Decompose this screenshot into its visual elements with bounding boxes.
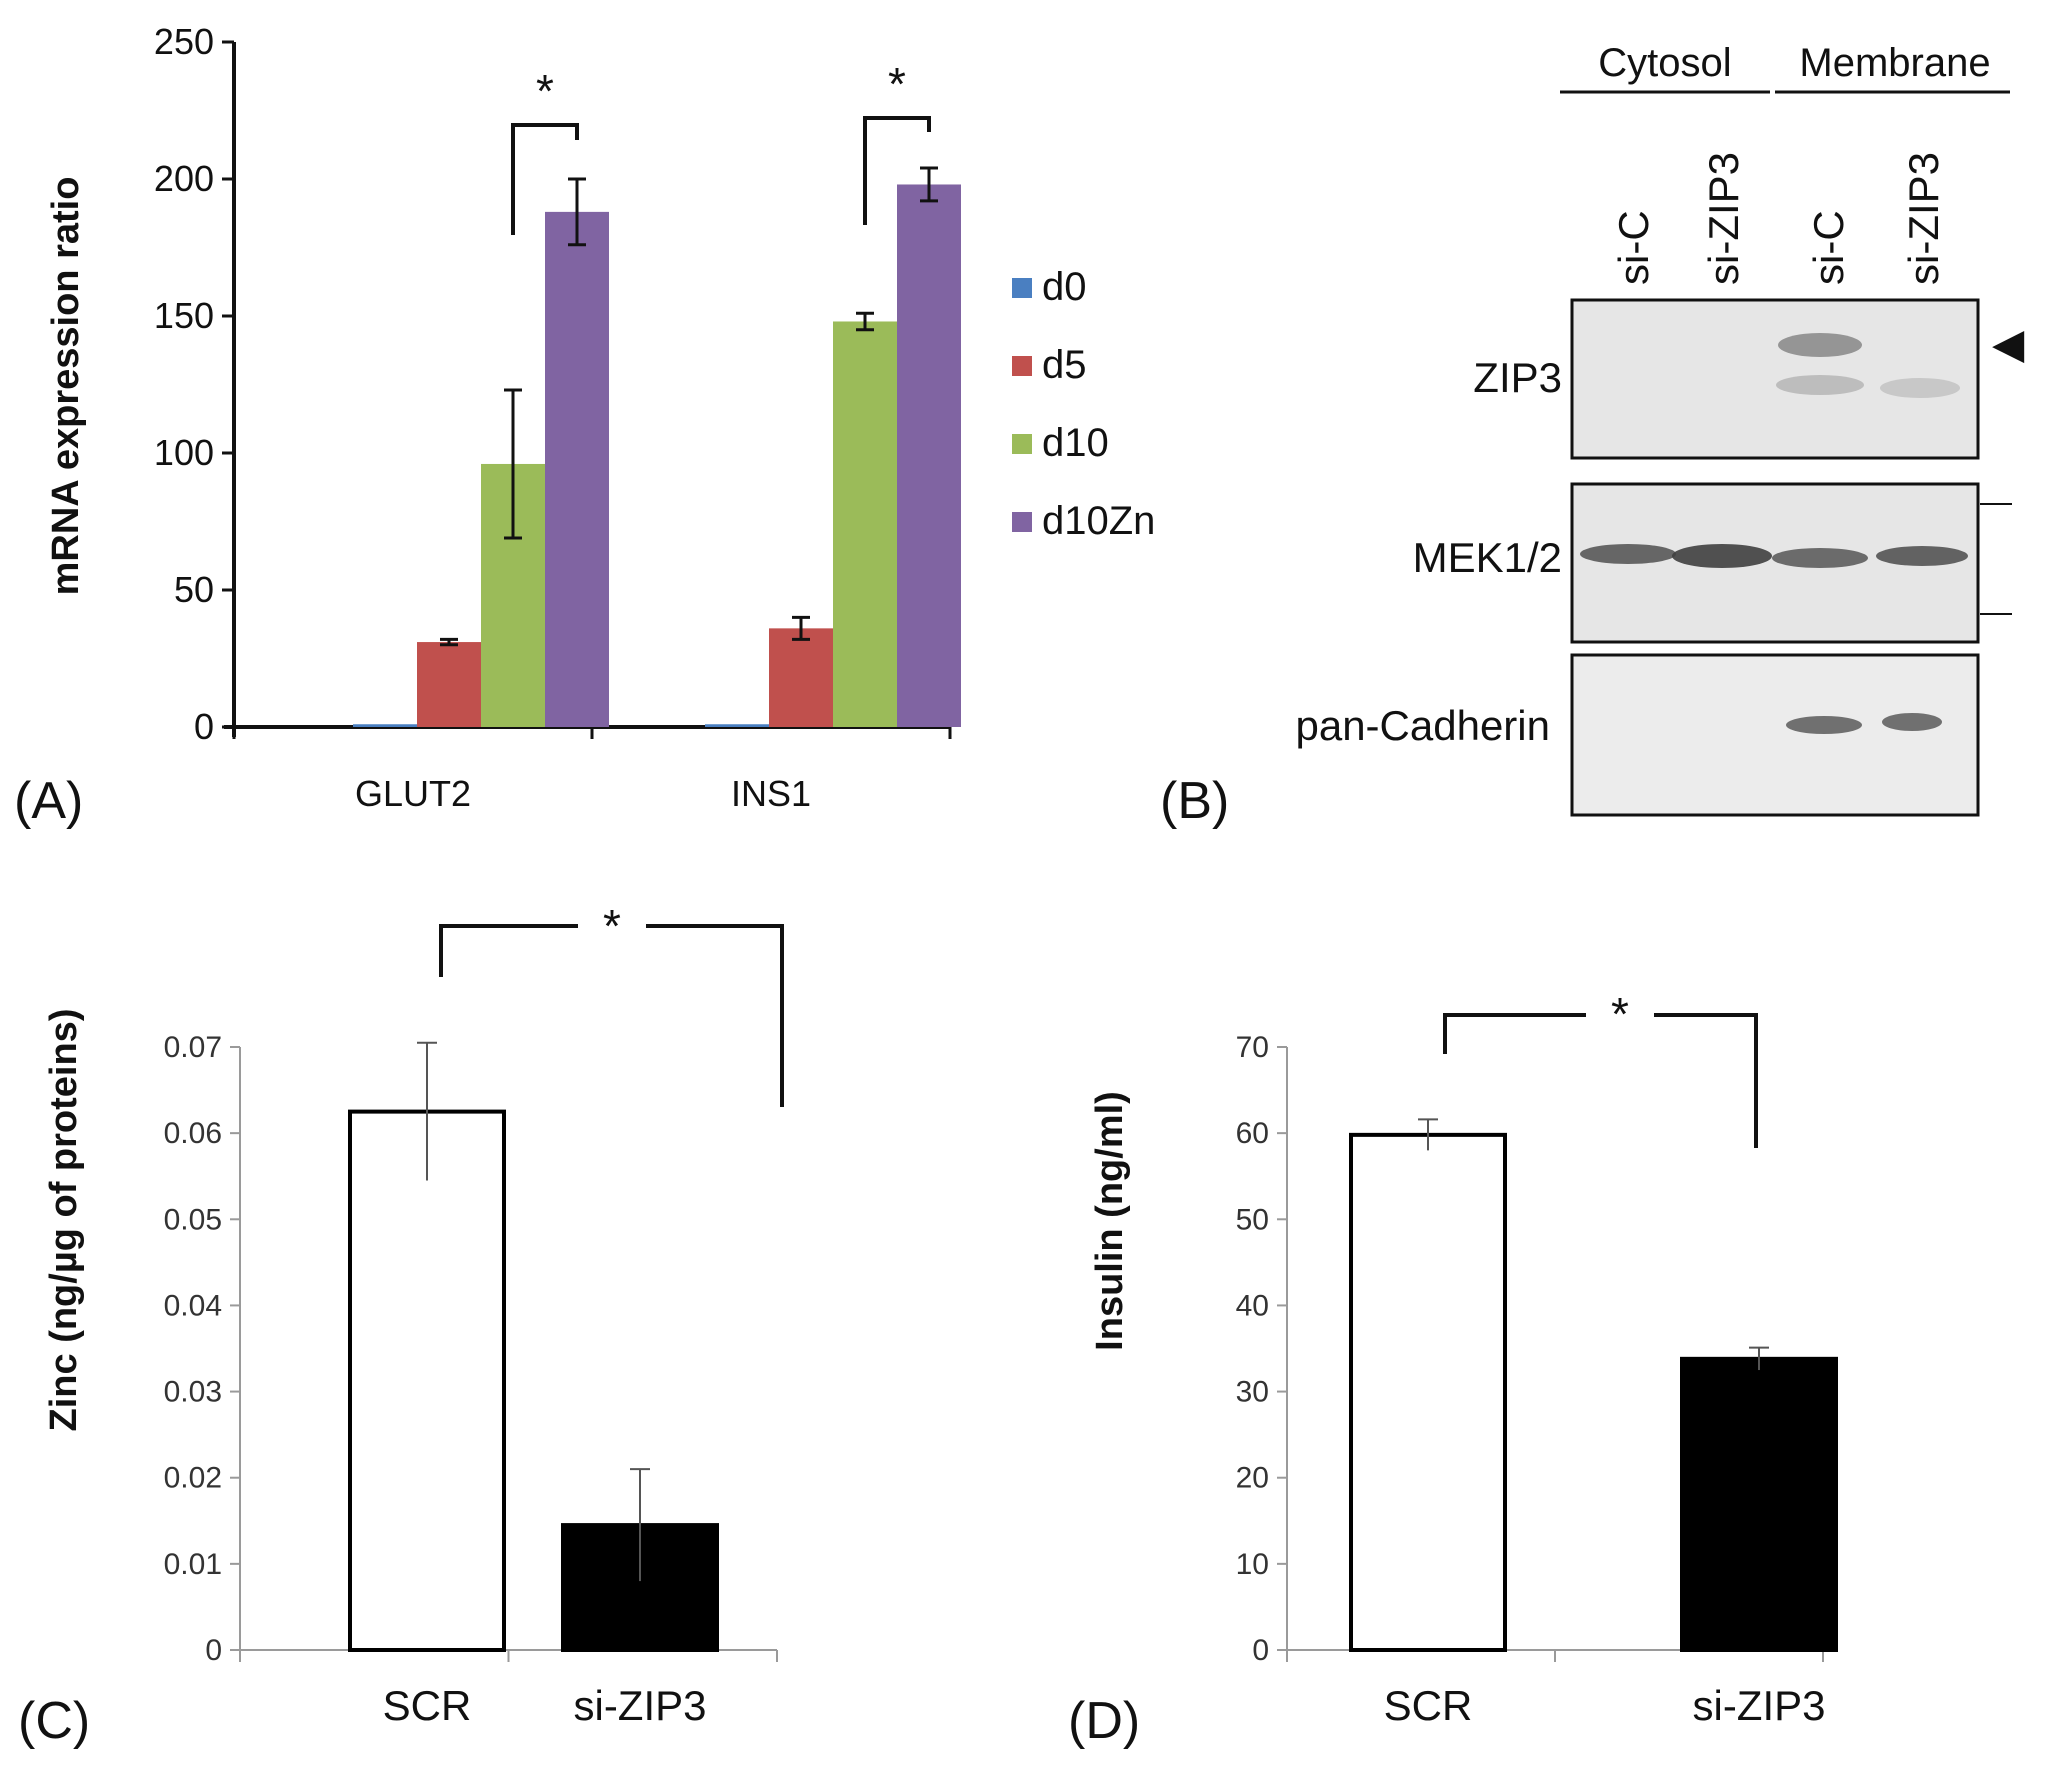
chart-c-category-label: si-ZIP3 <box>573 1682 706 1729</box>
chart-a-legend-swatch <box>1012 278 1032 298</box>
chart-a-bar <box>353 724 417 727</box>
chart-c-category-label: SCR <box>383 1682 472 1729</box>
chart-a-ylabel: mRNA expression ratio <box>45 177 87 596</box>
panel-label-b: (B) <box>1160 772 1229 830</box>
chart-d-significance-star: * <box>1611 988 1629 1040</box>
chart-a-legend-swatch <box>1012 356 1032 376</box>
chart-a-bar <box>833 321 897 727</box>
chart-a-ytick-label: 50 <box>174 569 214 610</box>
chart-d-ytick-label: 50 <box>1236 1203 1269 1236</box>
blot-row-label-mek12: MEK1/2 <box>1413 534 1562 581</box>
band-zip3-membrane-sic <box>1778 333 1862 357</box>
fraction-label-cytosol: Cytosol <box>1598 41 1731 85</box>
chart-d-ytick-label: 20 <box>1236 1462 1269 1495</box>
chart-a-ytick-label: 0 <box>194 706 214 747</box>
chart-a-legend-swatch <box>1012 434 1032 454</box>
chart-c-significance-star: * <box>603 900 621 952</box>
chart-a-legend-swatch <box>1012 512 1032 532</box>
chart-a-significance-star: * <box>536 65 554 117</box>
chart-d-ytick-label: 0 <box>1252 1634 1269 1667</box>
blot-row-label-pancadherin: pan-Cadherin <box>1295 702 1550 749</box>
lane-label-1: si-C <box>1610 210 1657 285</box>
chart-c-ytick-label: 0 <box>205 1634 222 1667</box>
band-mek-3 <box>1772 548 1868 568</box>
chart-a-ytick-label: 200 <box>154 158 214 199</box>
chart-a-bar <box>769 628 833 727</box>
chart-d-ytick-label: 10 <box>1236 1548 1269 1581</box>
chart-a-legend-label: d10 <box>1042 421 1109 465</box>
arrowhead-icon: ◀ <box>1992 319 2025 368</box>
chart-c-ytick-label: 0.03 <box>164 1376 222 1409</box>
band-zip3-membrane-sic-lower <box>1776 375 1864 395</box>
chart-d-ylabel: Insulin (ng/ml) <box>1089 1091 1131 1351</box>
chart-a-ytick-label: 100 <box>154 432 214 473</box>
chart-c-ylabel: Zinc (ng/µg of proteins) <box>43 1009 85 1432</box>
band-mek-4 <box>1876 546 1968 566</box>
chart-d-bar <box>1349 1132 1507 1652</box>
chart-d-ytick-label: 30 <box>1236 1376 1269 1409</box>
chart-a-legend-label: d10Zn <box>1042 499 1155 543</box>
band-mek-1 <box>1580 544 1676 564</box>
chart-d-ytick-label: 70 <box>1236 1031 1269 1064</box>
panel-label-c: (C) <box>18 1692 90 1750</box>
western-blot: Cytosol Membrane si-C si-ZIP3 si-C si-ZI… <box>1160 41 2025 830</box>
chart-a-significance-star: * <box>888 58 906 110</box>
chart-c-significance-bracket <box>439 924 784 1107</box>
chart-d-category-label: SCR <box>1384 1682 1473 1729</box>
chart-d-significance-gap <box>1586 982 1654 1028</box>
band-cadherin-3 <box>1786 716 1862 734</box>
band-mek-2 <box>1672 544 1772 568</box>
chart-c-ytick-label: 0.02 <box>164 1462 222 1495</box>
chart-c-ytick-label: 0.04 <box>164 1289 222 1322</box>
chart-a-bar <box>705 724 769 727</box>
chart-a-bar <box>897 184 961 728</box>
chart-c-significance-gap <box>578 894 646 940</box>
chart-c: Zinc (ng/µg of proteins) (C) 0 0.01 0.02 0.… <box>18 894 784 1750</box>
chart-c-ytick-label: 0.01 <box>164 1548 222 1581</box>
chart-a-ytick-label: 150 <box>154 295 214 336</box>
chart-d-ytick-label: 40 <box>1236 1289 1269 1322</box>
chart-c-ytick-label: 0.05 <box>164 1203 222 1236</box>
lane-label-3: si-C <box>1805 210 1852 285</box>
chart-a-significance-bracket <box>863 116 931 225</box>
chart-d-ytick-label: 60 <box>1236 1117 1269 1150</box>
band-zip3-membrane-siz <box>1880 378 1960 398</box>
fraction-label-membrane: Membrane <box>1799 41 1990 85</box>
blot-row-label-zip3: ZIP3 <box>1473 354 1562 401</box>
panel-label-d: (D) <box>1068 1692 1140 1750</box>
chart-a-bar <box>545 211 609 727</box>
chart-c-ytick-label: 0.06 <box>164 1117 222 1150</box>
chart-c-bar <box>348 1109 506 1653</box>
panel-label-a: (A) <box>14 772 83 830</box>
chart-a-legend-label: d5 <box>1042 343 1087 387</box>
chart-d: Insulin (ng/ml) (D) 0 10 20 30 40 50 60 70 SCR si… <box>1068 982 1838 1750</box>
chart-d-bar <box>1680 1356 1838 1653</box>
chart-a-ytick-label: 250 <box>154 21 214 62</box>
chart-a-significance-bracket <box>511 123 579 235</box>
chart-d-category-label: si-ZIP3 <box>1692 1682 1825 1729</box>
blot-panel-pancadherin <box>1570 653 1980 817</box>
lane-label-4: si-ZIP3 <box>1900 152 1947 285</box>
lane-label-2: si-ZIP3 <box>1700 152 1747 285</box>
chart-a-bar <box>417 642 481 727</box>
chart-c-ytick-label: 0.07 <box>164 1031 222 1064</box>
band-cadherin-4 <box>1882 713 1942 731</box>
chart-a-category-label: GLUT2 <box>355 773 471 814</box>
chart-d-significance-bracket <box>1443 1013 1758 1148</box>
chart-a: mRNA expression ratio (A) 0 50 100 150 200 25… <box>14 21 1155 830</box>
chart-a-legend-label: d0 <box>1042 265 1087 309</box>
chart-a-category-label: INS1 <box>731 773 811 814</box>
